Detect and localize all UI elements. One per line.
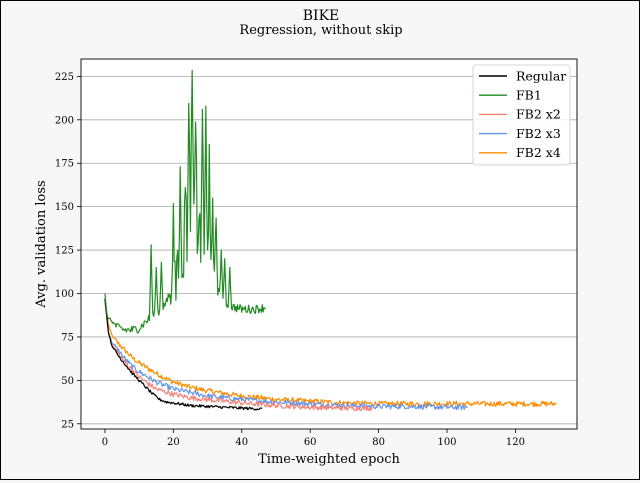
x-tick-label: 20 — [167, 437, 180, 448]
series-line-regular — [104, 298, 263, 411]
series-line-fb2-x4 — [104, 298, 557, 407]
x-tick-label: 100 — [437, 437, 456, 448]
series-line-fb2-x2 — [104, 302, 373, 412]
x-tick-label: 120 — [506, 437, 525, 448]
chart-subtitle: Regression, without skip — [239, 23, 402, 38]
x-tick-label: 60 — [304, 437, 317, 448]
series-line-fb2-x3 — [104, 300, 469, 411]
legend-label: FB2 x4 — [516, 145, 561, 160]
series-group — [104, 69, 557, 412]
y-tick-label: 125 — [55, 246, 74, 257]
plot-frame — [80, 58, 578, 430]
x-tick-label: 80 — [372, 437, 385, 448]
y-axis-label: Avg. validation loss — [34, 180, 49, 308]
y-tick-label: 50 — [61, 376, 74, 387]
legend-label: FB2 x2 — [516, 107, 561, 122]
y-tick-label: 175 — [55, 159, 74, 170]
chart-title: BIKE — [303, 8, 340, 24]
y-tick-label: 25 — [61, 419, 74, 430]
axis-ticks: 25 50 75 100 125 150 175 200 225 0 20 40 60 80 100 120 — [55, 72, 525, 448]
y-tick-label: 200 — [55, 115, 74, 126]
y-tick-label: 75 — [61, 332, 74, 343]
x-axis-label: Time-weighted epoch — [258, 452, 400, 467]
legend-label: Regular — [516, 68, 566, 83]
series-line-fb1 — [104, 69, 266, 334]
legend-box — [472, 64, 571, 166]
x-tick-label: 0 — [102, 437, 108, 448]
legend-label: FB1 — [516, 88, 542, 103]
x-tick-label: 40 — [235, 437, 248, 448]
y-tick-label: 100 — [55, 289, 74, 300]
legend-label: FB2 x3 — [516, 126, 561, 141]
y-tick-label: 225 — [55, 72, 74, 83]
y-tick-label: 150 — [55, 202, 74, 213]
legend: Regular FB1 FB2 x2 FB2 x3 FB2 x4 — [472, 64, 571, 166]
